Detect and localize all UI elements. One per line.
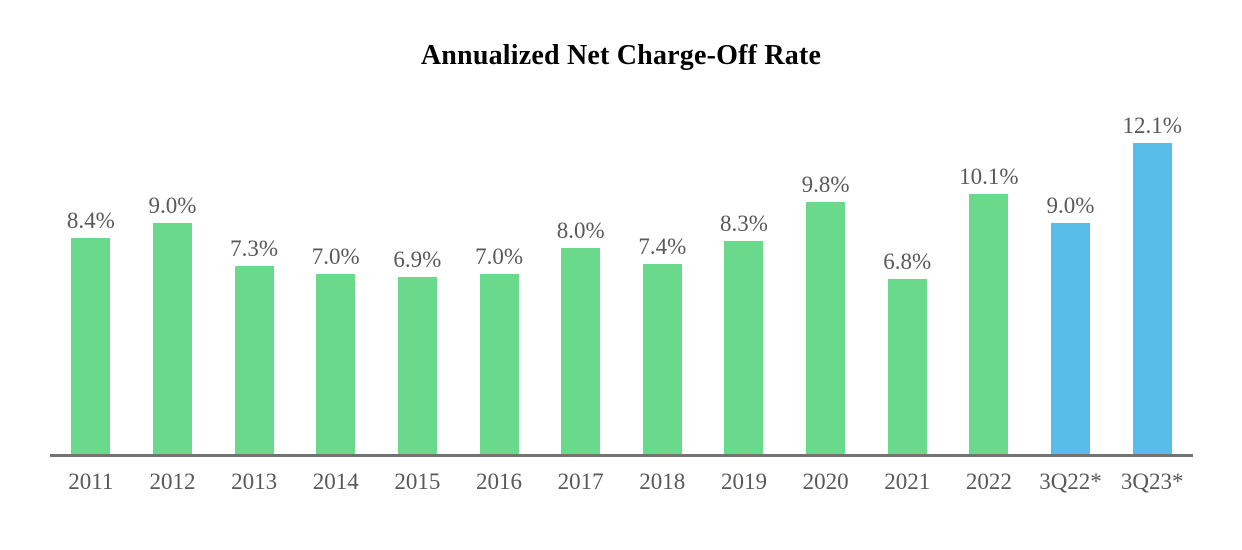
x-axis-label: 2012	[149, 469, 196, 494]
x-axis-label: 3Q22*	[1039, 469, 1102, 494]
x-axis-label: 2018	[639, 469, 686, 494]
x-axis-labels: 2011 2012 2013 2014 2015 2016 2017 2018 2019 2020…	[50, 457, 1193, 495]
bar-group-2019: 8.3%	[703, 94, 785, 454]
bar-group-2014: 7.0%	[295, 94, 377, 454]
bar	[397, 277, 437, 454]
value-label: 6.8%	[883, 248, 932, 274]
bar-group-2015: 6.9%	[377, 94, 459, 454]
bar	[887, 279, 927, 454]
value-label: 9.0%	[1046, 192, 1095, 218]
x-axis-label: 3Q23*	[1120, 469, 1184, 494]
value-label: 8.0%	[556, 217, 605, 243]
value-label: 12.1%	[1122, 112, 1182, 138]
bar-group-2020: 9.8%	[785, 94, 867, 454]
bar	[316, 274, 356, 454]
value-label: 7.0%	[475, 243, 523, 269]
x-axis-label: 2020	[802, 469, 849, 494]
value-label: 7.3%	[230, 235, 279, 261]
bar-group-2022: 10.1%	[948, 94, 1030, 454]
bar-group-2011: 8.4%	[50, 94, 132, 454]
bar-group-3Q22*: 9.0%	[1030, 94, 1112, 454]
x-axis-label: 2014	[312, 469, 359, 494]
bar	[234, 266, 274, 454]
x-axis-line	[50, 454, 1193, 457]
bar-group-2018: 7.4%	[621, 94, 703, 454]
bar-group-2012: 9.0%	[132, 94, 214, 454]
bar-group-2013: 7.3%	[213, 94, 295, 454]
bar	[71, 238, 111, 454]
value-label: 7.0%	[311, 243, 360, 269]
plot-area: 8.4% 9.0% 7.3% 7.0% 6.9% 7.0% 8.0% 7.4% 8.3% 9.8%…	[50, 94, 1193, 454]
x-axis-label: 2021	[884, 469, 931, 494]
bar	[479, 274, 519, 454]
value-label: 9.8%	[801, 171, 850, 197]
bar-group-2021: 6.8%	[866, 94, 948, 454]
value-label: 9.0%	[148, 192, 197, 218]
bar	[1051, 223, 1090, 454]
bar-group-3Q23*: 12.1%	[1111, 94, 1193, 454]
x-axis-label: 2016	[476, 469, 523, 494]
bar	[642, 264, 682, 454]
value-label: 8.4%	[66, 207, 115, 233]
x-axis-label: 2022	[965, 469, 1012, 494]
bar	[152, 223, 192, 454]
chart-title: Annualized Net Charge-Off Rate	[420, 40, 822, 71]
value-label: 7.4%	[638, 233, 687, 259]
bar-group-2017: 8.0%	[540, 94, 622, 454]
x-axis-label: 2011	[68, 469, 114, 494]
value-label: 10.1%	[959, 163, 1019, 189]
bar	[561, 248, 601, 454]
x-axis-label: 2019	[720, 469, 767, 494]
bar-group-2016: 7.0%	[458, 94, 540, 454]
x-axis-label: 2013	[231, 469, 278, 494]
value-label: 6.9%	[393, 246, 442, 272]
bar	[806, 202, 846, 454]
value-label: 8.3%	[719, 210, 768, 236]
bar	[1132, 143, 1172, 454]
x-axis-label: 2017	[557, 469, 604, 494]
bar	[969, 194, 1009, 454]
x-axis-label: 2015	[394, 469, 441, 494]
bar	[724, 241, 764, 454]
